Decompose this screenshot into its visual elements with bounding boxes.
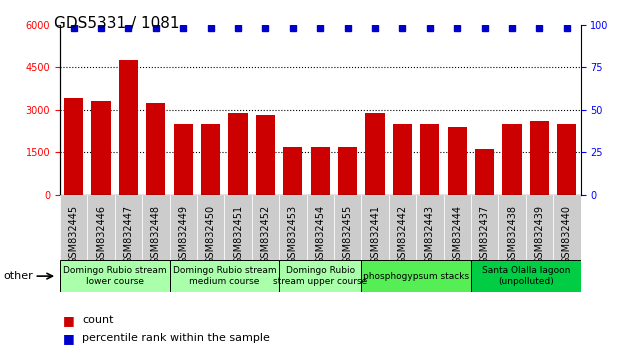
Text: Domingo Rubio stream
medium course: Domingo Rubio stream medium course [172,266,276,286]
FancyBboxPatch shape [87,195,115,260]
FancyBboxPatch shape [471,260,581,292]
Text: GSM832447: GSM832447 [124,205,133,264]
Bar [365,113,385,195]
FancyBboxPatch shape [334,195,362,260]
Bar [557,124,576,195]
Text: phosphogypsum stacks: phosphogypsum stacks [363,272,469,281]
Bar [201,124,220,195]
Bar [420,124,439,195]
FancyBboxPatch shape [389,195,416,260]
Text: GSM832446: GSM832446 [96,205,106,263]
FancyBboxPatch shape [142,195,170,260]
Bar [174,124,193,195]
Bar [146,103,165,195]
Text: GSM832440: GSM832440 [562,205,572,263]
FancyBboxPatch shape [471,195,498,260]
Text: GSM832451: GSM832451 [233,205,243,264]
Text: GSM832443: GSM832443 [425,205,435,263]
FancyBboxPatch shape [170,260,279,292]
FancyBboxPatch shape [498,195,526,260]
Text: GSM832450: GSM832450 [206,205,216,264]
Text: GSM832453: GSM832453 [288,205,298,264]
FancyBboxPatch shape [444,195,471,260]
Text: GSM832441: GSM832441 [370,205,380,263]
FancyBboxPatch shape [279,260,362,292]
Bar [502,124,522,195]
FancyBboxPatch shape [170,195,197,260]
Text: GSM832448: GSM832448 [151,205,161,263]
Text: GSM832442: GSM832442 [398,205,408,264]
FancyBboxPatch shape [362,195,389,260]
Text: GSM832452: GSM832452 [261,205,271,264]
FancyBboxPatch shape [252,195,279,260]
Bar [310,147,330,195]
Text: other: other [3,271,33,281]
Text: count: count [82,315,114,325]
Bar [447,127,467,195]
Bar [338,147,357,195]
Text: percentile rank within the sample: percentile rank within the sample [82,333,270,343]
Text: GSM832437: GSM832437 [480,205,490,264]
Bar [119,60,138,195]
Text: ■: ■ [63,314,75,327]
FancyBboxPatch shape [60,260,170,292]
FancyBboxPatch shape [279,195,307,260]
FancyBboxPatch shape [60,195,87,260]
Bar [283,147,302,195]
Text: GSM832438: GSM832438 [507,205,517,263]
Bar [530,121,549,195]
Text: GSM832454: GSM832454 [316,205,325,264]
FancyBboxPatch shape [197,195,225,260]
FancyBboxPatch shape [526,195,553,260]
Bar [256,115,275,195]
Bar [393,124,412,195]
Bar [91,101,110,195]
FancyBboxPatch shape [115,195,142,260]
Bar [64,98,83,195]
FancyBboxPatch shape [553,195,581,260]
FancyBboxPatch shape [416,195,444,260]
Text: GSM832445: GSM832445 [69,205,79,264]
Text: Domingo Rubio stream
lower course: Domingo Rubio stream lower course [63,266,167,286]
FancyBboxPatch shape [362,260,471,292]
Text: GSM832455: GSM832455 [343,205,353,264]
Text: GSM832439: GSM832439 [534,205,545,263]
Text: GSM832449: GSM832449 [178,205,188,263]
FancyBboxPatch shape [307,195,334,260]
Text: GDS5331 / 1081: GDS5331 / 1081 [54,16,179,31]
Text: Santa Olalla lagoon
(unpolluted): Santa Olalla lagoon (unpolluted) [481,266,570,286]
Text: ■: ■ [63,332,75,344]
Text: GSM832444: GSM832444 [452,205,463,263]
Text: Domingo Rubio
stream upper course: Domingo Rubio stream upper course [273,266,367,286]
FancyBboxPatch shape [225,195,252,260]
Bar [475,149,494,195]
Bar [228,113,247,195]
